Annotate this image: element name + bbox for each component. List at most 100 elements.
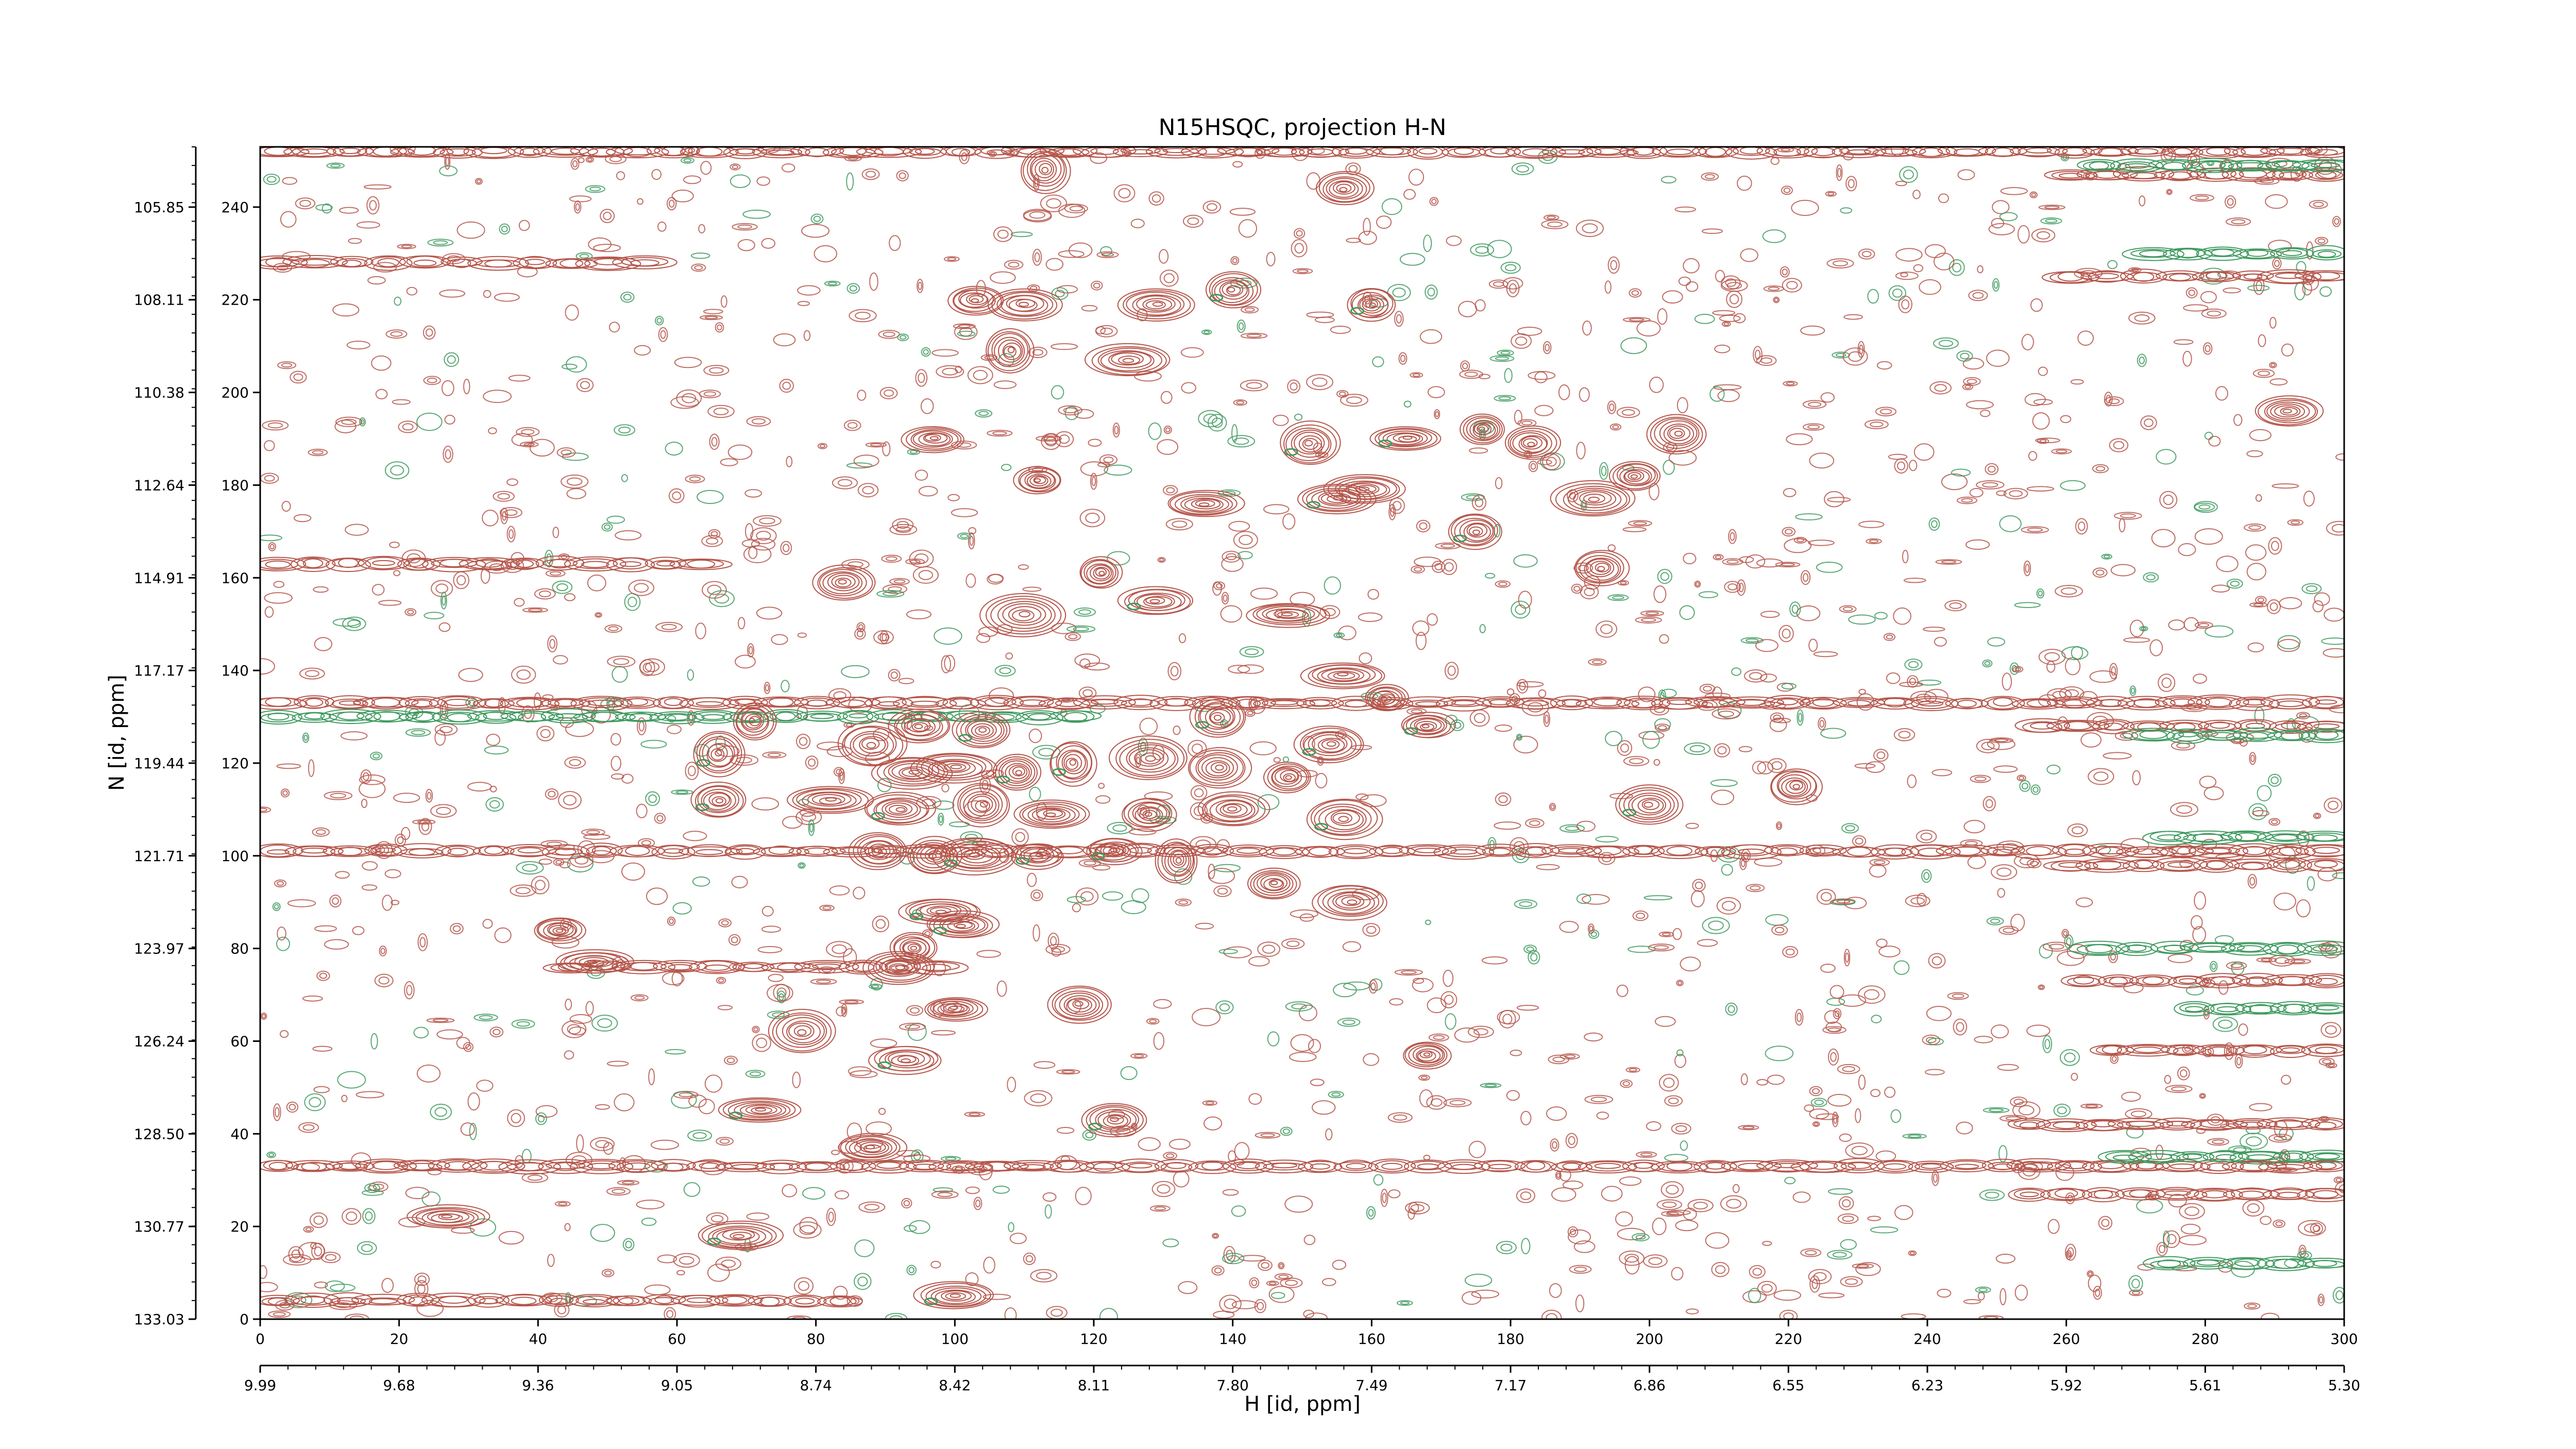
y-index-tick-label: 180 <box>222 477 249 494</box>
noise-contour <box>1033 891 1041 899</box>
noise-contour <box>570 158 580 170</box>
noise-contour <box>1500 1243 1513 1252</box>
noise-contour <box>1903 170 1914 180</box>
noise-contour <box>1306 172 1320 190</box>
streak-contour <box>1562 699 1582 707</box>
peak-contour <box>1204 796 1259 822</box>
noise-contour <box>687 1130 713 1142</box>
y-ppm-tick-label: 128.50 <box>134 1125 184 1142</box>
noise-contour <box>1285 1001 1313 1012</box>
peak-contour <box>1318 806 1367 833</box>
peak-contour <box>901 426 964 453</box>
noise-contour <box>1928 953 1946 969</box>
streak-contour <box>2199 860 2233 870</box>
peak-contour <box>1002 603 1046 626</box>
negative-streak-contour <box>509 711 555 722</box>
negative-streak-contour <box>2236 945 2263 952</box>
negative-peak-contour <box>877 1061 892 1069</box>
x-index-tick-label: 200 <box>1636 1330 1663 1347</box>
noise-contour <box>1837 1064 1860 1074</box>
noise-contour <box>1838 1196 1854 1210</box>
streak-contour <box>2019 698 2059 709</box>
noise-contour <box>1829 899 1856 905</box>
noise-contour <box>1798 713 1803 722</box>
x-ppm-tick-label: 7.49 <box>1355 1377 1387 1394</box>
peak-contour <box>932 837 1016 875</box>
peak-contour <box>1209 273 1258 306</box>
noise-contours <box>260 147 2344 1319</box>
noise-contour <box>423 376 441 385</box>
noise-contour <box>1579 387 1590 402</box>
peak-contour <box>967 794 997 817</box>
streak-contour <box>399 147 445 157</box>
noise-contour <box>1907 1134 1922 1138</box>
noise-contour <box>908 1267 914 1273</box>
peak-contour <box>1209 709 1231 726</box>
peak-contour <box>1115 738 1185 778</box>
peak-contour <box>865 1144 875 1150</box>
noise-contour <box>1032 248 1042 266</box>
noise-contour <box>556 583 568 592</box>
noise-contour <box>303 734 308 741</box>
noise-contour <box>819 904 835 912</box>
noise-contour <box>834 767 844 777</box>
peak-contour <box>1318 173 1370 203</box>
noise-contour <box>1333 983 1357 998</box>
noise-contour <box>2215 386 2228 401</box>
noise-contour <box>1988 223 2015 235</box>
streak-contour <box>2225 1118 2278 1130</box>
streak-contour <box>2207 1046 2231 1056</box>
noise-contour <box>1121 900 1146 914</box>
noise-contour <box>1671 1267 1684 1280</box>
noise-contour <box>369 200 377 211</box>
noise-contour <box>484 746 509 755</box>
noise-contour <box>458 668 483 682</box>
noise-contour <box>1099 454 1118 465</box>
noise-contour <box>965 1272 979 1286</box>
noise-contour <box>2065 1192 2075 1204</box>
noise-contour <box>1525 818 1545 828</box>
noise-contour <box>2182 350 2192 367</box>
noise-contour <box>1575 220 1604 238</box>
y-ppm-tick-label: 121.71 <box>134 848 184 865</box>
peak-contour <box>1007 346 1015 353</box>
noise-contour <box>1072 903 1081 913</box>
noise-contour <box>978 411 989 416</box>
streak-contour <box>2062 147 2088 156</box>
peak-contour <box>1161 843 1194 877</box>
x-ppm-tick-label: 7.80 <box>1216 1377 1248 1394</box>
peak-contour <box>2266 401 2310 422</box>
noise-contour <box>1744 669 1768 683</box>
peak-contour <box>1527 442 1535 447</box>
noise-contour <box>1358 230 1377 245</box>
peak-contour <box>697 786 740 813</box>
peak-contour <box>1227 806 1238 812</box>
noise-contour <box>1547 221 1563 227</box>
peak-contour <box>812 564 876 601</box>
noise-contour <box>1057 285 1078 294</box>
streak-contour <box>265 697 292 707</box>
peak-contour <box>1468 526 1483 536</box>
peak-contour <box>947 920 975 932</box>
noise-contour <box>1775 562 1801 567</box>
negative-streak-contour <box>2282 250 2302 256</box>
noise-contour <box>361 1244 373 1252</box>
peak <box>913 1281 994 1309</box>
noise-contour <box>1416 519 1431 533</box>
noise-contour <box>394 296 402 306</box>
noise-contour <box>314 1282 328 1289</box>
noise-contour <box>738 617 745 630</box>
noise-contour <box>768 973 784 982</box>
streak-contour <box>2057 271 2084 282</box>
noise-contour <box>566 356 587 373</box>
negative-streak-contour <box>267 712 290 721</box>
noise-contour <box>637 717 647 735</box>
noise-contour <box>2123 982 2144 993</box>
noise-contour <box>713 408 729 415</box>
noise-contour <box>1636 320 1661 336</box>
noise-contour <box>2246 563 2266 581</box>
noise-contour <box>648 1068 655 1086</box>
noise-contour <box>2098 1216 2113 1230</box>
noise-contour <box>665 1049 686 1055</box>
noise-contour <box>2092 464 2109 474</box>
